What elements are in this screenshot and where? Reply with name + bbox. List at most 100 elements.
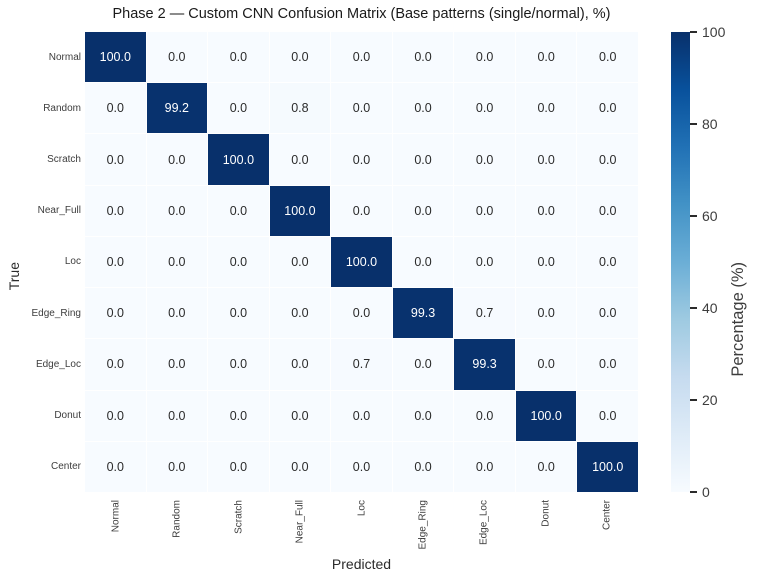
heatmap-cell: 0.0	[146, 32, 208, 83]
chart-title: Phase 2 — Custom CNN Confusion Matrix (B…	[112, 6, 611, 22]
heatmap-cell: 99.3	[392, 288, 454, 339]
heatmap-cell: 0.0	[392, 236, 454, 288]
heatmap-cell: 0.0	[392, 32, 454, 83]
heatmap-cell: 0.0	[146, 185, 208, 236]
colorbar-label: Percentage (%)	[729, 262, 747, 377]
y-tick-label: Edge_Ring	[31, 307, 81, 319]
heatmap-cell: 99.2	[146, 83, 208, 134]
heatmap-cell: 0.8	[269, 83, 331, 134]
heatmap-cell: 0.0	[577, 134, 638, 185]
heatmap-cell: 0.0	[331, 441, 392, 492]
y-tick-label: Edge_Loc	[35, 358, 81, 370]
heatmap-cell: 100.0	[208, 134, 269, 185]
colorbar-tick-mark	[690, 399, 697, 401]
x-tick-label: Normal	[110, 500, 122, 533]
colorbar-tick-mark	[690, 491, 697, 493]
x-tick-label: Scratch	[233, 500, 245, 534]
colorbar-tick-mark	[690, 123, 697, 125]
heatmap-cell: 0.0	[208, 32, 269, 83]
heatmap-cell: 100.0	[269, 185, 331, 236]
heatmap-cell: 100.0	[331, 236, 392, 288]
heatmap-cell: 0.0	[454, 185, 515, 236]
heatmap-cell: 0.0	[577, 236, 638, 288]
heatmap-cell: 0.0	[331, 83, 392, 134]
heatmap-cell: 0.0	[454, 134, 515, 185]
x-tick-label: Random	[171, 500, 183, 538]
heatmap-cell: 0.0	[208, 339, 269, 390]
colorbar-tick-label: 20	[702, 392, 718, 408]
heatmap-cell: 0.0	[577, 288, 638, 339]
heatmap-cell: 0.0	[269, 32, 331, 83]
heatmap-cell: 0.0	[208, 390, 269, 441]
y-tick-label: Scratch	[47, 154, 81, 166]
heatmap-cell: 0.0	[146, 441, 208, 492]
heatmap-cell: 0.0	[331, 134, 392, 185]
colorbar-tick-label: 60	[702, 208, 718, 224]
heatmap-cell: 0.0	[515, 32, 577, 83]
heatmap-cell: 0.0	[515, 134, 577, 185]
heatmap-cell: 0.0	[392, 134, 454, 185]
heatmap-cell: 0.0	[515, 83, 577, 134]
heatmap-cell: 0.0	[331, 32, 392, 83]
y-tick-label: Normal	[48, 52, 81, 64]
colorbar	[671, 32, 690, 492]
x-tick-label: Near_Full	[294, 500, 306, 544]
heatmap-cell: 0.0	[454, 390, 515, 441]
colorbar-tick-label: 0	[702, 484, 710, 500]
heatmap-cell: 0.0	[577, 185, 638, 236]
heatmap-cell: 0.0	[577, 83, 638, 134]
x-tick-label: Loc	[356, 500, 367, 517]
heatmap-cell: 0.0	[146, 288, 208, 339]
heatmap-cell: 0.0	[515, 185, 577, 236]
heatmap-cell: 0.0	[269, 288, 331, 339]
heatmap-cell: 0.0	[392, 339, 454, 390]
heatmap-cell: 0.0	[515, 236, 577, 288]
heatmap-cell: 0.0	[515, 339, 577, 390]
heatmap-cell: 0.0	[146, 390, 208, 441]
heatmap-cell: 0.0	[85, 390, 146, 441]
heatmap-cell: 0.0	[85, 288, 146, 339]
heatmap-cell: 0.0	[577, 339, 638, 390]
colorbar-tick-label: 80	[702, 116, 718, 132]
heatmap-cell: 0.0	[577, 390, 638, 441]
heatmap-cell: 0.0	[269, 134, 331, 185]
heatmap-cell: 0.0	[146, 339, 208, 390]
heatmap-cell: 0.0	[85, 441, 146, 492]
heatmap-cell: 100.0	[515, 390, 577, 441]
heatmap-cell: 0.0	[269, 390, 331, 441]
heatmap-cell: 0.0	[269, 236, 331, 288]
heatmap-cell: 0.7	[454, 288, 515, 339]
heatmap-cell: 0.0	[454, 236, 515, 288]
heatmap-cell: 0.0	[85, 185, 146, 236]
heatmap-cell: 0.0	[392, 185, 454, 236]
colorbar-tick-mark	[690, 31, 697, 33]
heatmap-cell: 0.0	[331, 390, 392, 441]
heatmap-cell: 0.0	[208, 185, 269, 236]
x-tick-label: Donut	[540, 500, 552, 527]
x-tick-label: Edge_Ring	[417, 500, 429, 550]
heatmap-cell: 0.0	[454, 83, 515, 134]
heatmap-cell: 0.0	[269, 441, 331, 492]
heatmap-cell: 100.0	[85, 32, 146, 83]
y-tick-label: Donut	[54, 409, 81, 421]
y-tick-label: Loc	[64, 256, 81, 268]
x-tick-label: Edge_Loc	[478, 500, 490, 546]
x-tick-label: Center	[601, 500, 613, 531]
heatmap-cell: 0.0	[577, 32, 638, 83]
heatmap-grid: 100.0 0.0 0.0 0.0 0.0 0.0 0.0 0.0 0.0 0.0 99.2 0.0 0…	[85, 32, 638, 492]
colorbar-tick-label: 40	[702, 300, 718, 316]
heatmap-cell: 0.0	[454, 441, 515, 492]
heatmap-cell: 0.7	[331, 339, 392, 390]
heatmap-cell: 0.0	[331, 288, 392, 339]
heatmap-cell: 0.0	[85, 236, 146, 288]
heatmap-cell: 0.0	[146, 134, 208, 185]
heatmap-cell: 0.0	[269, 339, 331, 390]
colorbar-tick-mark	[690, 215, 697, 217]
heatmap-cell: 0.0	[392, 83, 454, 134]
heatmap-cell: 0.0	[392, 441, 454, 492]
heatmap-cell: 0.0	[331, 185, 392, 236]
heatmap-cell: 99.3	[454, 339, 515, 390]
colorbar-tick-label: 100	[702, 24, 726, 40]
heatmap-cell: 0.0	[85, 339, 146, 390]
